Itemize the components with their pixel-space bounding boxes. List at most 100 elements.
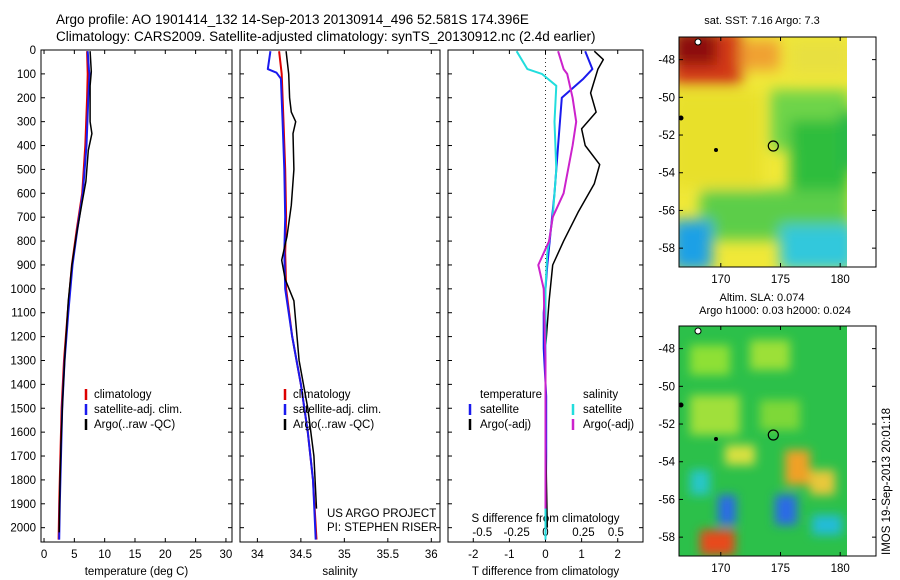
temperature-legend-label: satellite-adj. clim. <box>94 404 182 416</box>
salinity-xtick-label: 34.5 <box>290 549 312 561</box>
depth-tick-label: 1700 <box>10 451 36 463</box>
map-xtick-label: 175 <box>771 563 790 575</box>
depth-tick-label: 1200 <box>10 332 36 344</box>
map-ytick-label: -50 <box>658 381 675 393</box>
map-ytick-label: -54 <box>658 168 675 180</box>
depth-tick-label: 1100 <box>11 308 36 320</box>
salinity-xtick-label: 35.5 <box>377 549 399 561</box>
temperature-xtick-label: 10 <box>98 549 111 561</box>
map-xtick-label: 180 <box>831 274 850 286</box>
depth-tick-label: 0 <box>30 45 36 57</box>
salinity-xtick-label: 35 <box>338 549 351 561</box>
map-ytick-label: -52 <box>658 419 675 431</box>
depth-tick-label: 500 <box>17 164 36 176</box>
temperature-legend-label: Argo(..raw -QC) <box>94 419 175 431</box>
header-title-line1: Argo profile: AO 1901414_132 14-Sep-2013… <box>56 12 529 27</box>
depth-tick-label: 1500 <box>10 403 36 415</box>
credit-line2: PI: STEPHEN RISER <box>327 522 437 534</box>
depth-tick-label: 1800 <box>10 475 36 487</box>
depth-tick-label: 600 <box>17 188 36 200</box>
depth-tick-label: 900 <box>17 260 36 272</box>
depth-tick-label: 1000 <box>10 284 36 296</box>
sla-map-panel: 170 175 180 -48 -50 -52 -54 -56 -58 Altim. SLA: … <box>658 292 877 575</box>
difference-xtick-label: 0 <box>542 549 548 561</box>
sst-map-axes: 170 175 180 -48 -50 -52 -54 -56 -58 <box>658 37 876 286</box>
map-ytick-label: -56 <box>658 205 675 217</box>
s-difference-tick-label: -0.25 <box>504 527 530 539</box>
temperature-xtick-label: 15 <box>129 549 142 561</box>
salinity-xlabel: salinity <box>322 566 357 578</box>
map-ytick-label: -48 <box>658 55 675 67</box>
difference-xtick-label: 1 <box>578 549 584 561</box>
depth-tick-label: 1600 <box>10 427 36 439</box>
salinity-xtick-label: 34 <box>251 549 264 561</box>
s-difference-tick-label: -0.5 <box>472 527 492 539</box>
sst-map-title: sat. SST: 7.16 Argo: 7.3 <box>704 15 820 27</box>
map-ytick-label: -52 <box>658 130 675 142</box>
difference-xtick-label: 2 <box>615 549 621 561</box>
temperature-frame <box>40 49 233 543</box>
temperature-xtick-label: 5 <box>71 549 77 561</box>
s-difference-tick-label: 0.25 <box>572 527 594 539</box>
map-ytick-label: -58 <box>658 532 675 544</box>
map-ytick-label: -48 <box>658 344 675 356</box>
temperature-legend-label: climatology <box>94 389 152 401</box>
depth-tick-label: 300 <box>17 117 36 129</box>
depth-tick-label: 700 <box>17 212 36 224</box>
salinity-frame <box>239 49 441 543</box>
sst-map-field <box>679 37 847 267</box>
map-ytick-label: -56 <box>658 494 675 506</box>
salinity-legend-label: climatology <box>293 389 351 401</box>
temperature-panel: 0100200300400500600700800900100011001200… <box>10 45 233 578</box>
header-title-line2: Climatology: CARS2009. Satellite-adjuste… <box>56 29 596 44</box>
profile-panels: 0100200300400500600700800900100011001200… <box>10 45 644 578</box>
temperature-xtick-label: 0 <box>41 549 47 561</box>
sla-map-field <box>679 326 847 556</box>
map-xtick-label: 170 <box>711 563 730 575</box>
credit-line1: US ARGO PROJECT <box>327 508 436 520</box>
temperature-xtick-label: 30 <box>220 549 233 561</box>
s-difference-tick-label: 0.5 <box>608 527 624 539</box>
sla-map-frame <box>678 325 877 557</box>
diff-legend-label: Argo(-adj) <box>583 419 634 431</box>
temperature-xtick-label: 20 <box>159 549 172 561</box>
salinity-legend-label: Argo(..raw -QC) <box>293 419 374 431</box>
map-xtick-label: 180 <box>831 563 850 575</box>
depth-tick-label: 800 <box>17 236 36 248</box>
salinity-panel: 34 34.5 35 35.5 36 salinity climatology satelli… <box>239 49 441 578</box>
depth-tick-label: 2000 <box>10 523 36 535</box>
sla-map-subtitle: Argo h1000: 0.03 h2000: 0.024 <box>699 305 851 317</box>
difference-series-salinity-argo-adj- <box>537 50 578 509</box>
diff-legend-label: Argo(-adj) <box>480 419 531 431</box>
sst-map-argo-location-marker <box>767 140 779 152</box>
depth-tick-label: 100 <box>17 69 36 81</box>
depth-tick-label: 1900 <box>10 499 36 511</box>
depth-tick-label: 400 <box>17 141 36 153</box>
depth-tick-label: 1300 <box>10 355 36 367</box>
imos-watermark: IMOS 19-Sep-2013 20:01:18 <box>881 408 893 555</box>
sla-map-argo-location-marker <box>767 429 779 441</box>
difference-xlabel: T difference from climatology <box>472 566 619 578</box>
diff-legend-label: satellite <box>583 404 622 416</box>
temperature-xlabel: temperature (deg C) <box>85 566 189 578</box>
salinity-series-satellite-adj-clim- <box>266 51 317 540</box>
depth-tick-label: 200 <box>17 93 36 105</box>
sst-map-panel: 170 175 180 -48 -50 -52 -54 -56 -58 sat. SST: 7.… <box>658 15 877 286</box>
diff-legend-label: satellite <box>480 404 519 416</box>
salinity-xtick-label: 36 <box>425 549 438 561</box>
difference-xtick-label: -2 <box>468 549 478 561</box>
map-ytick-label: -54 <box>658 457 675 469</box>
depth-tick-label: 1400 <box>10 379 36 391</box>
sla-map-title: Altim. SLA: 0.074 <box>720 292 805 304</box>
map-ytick-label: -50 <box>658 92 675 104</box>
diff-legend-title: temperature <box>480 389 542 401</box>
diff-legend-title: salinity <box>583 389 618 401</box>
salinity-legend-label: satellite-adj. clim. <box>293 404 381 416</box>
sst-map-frame <box>678 36 877 268</box>
salinity-series-argo-raw-qc- <box>280 51 318 509</box>
temperature-series-argo-raw-qc- <box>58 51 93 533</box>
map-xtick-label: 170 <box>711 274 730 286</box>
map-xtick-label: 175 <box>771 274 790 286</box>
